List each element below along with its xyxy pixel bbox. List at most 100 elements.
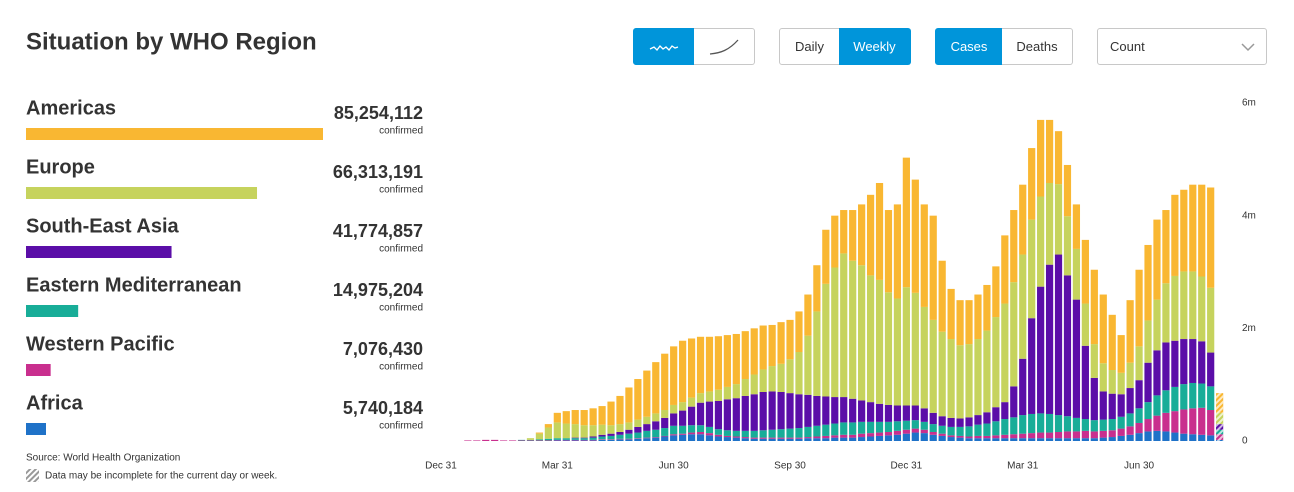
bar-segment <box>679 410 687 426</box>
bar-segment <box>786 437 794 439</box>
bar-segment <box>652 437 660 441</box>
bar-segment <box>1162 390 1170 413</box>
bar-segment <box>687 432 696 435</box>
bar-segment <box>687 434 696 441</box>
bar-segment <box>508 440 517 441</box>
bar-segment <box>1054 431 1063 439</box>
deaths-button[interactable]: Deaths <box>1002 28 1073 65</box>
bar-segment <box>965 344 973 418</box>
bar-segment <box>1063 216 1072 276</box>
bar-segment <box>1189 408 1197 435</box>
bar-segment <box>795 428 803 438</box>
cumulative-toggle[interactable] <box>694 28 755 65</box>
bar-segment <box>625 438 633 440</box>
bar-segment <box>956 437 964 441</box>
bar-segment <box>598 406 606 425</box>
bar-segment <box>526 438 535 440</box>
bar-segment <box>1108 314 1116 371</box>
bar-segment <box>938 260 946 332</box>
bar-segment <box>893 434 902 441</box>
region-caption: confirmed <box>379 303 423 314</box>
bar-segment <box>714 389 723 402</box>
daily-button[interactable]: Daily <box>779 28 840 65</box>
bar-segment <box>1090 344 1098 378</box>
region-total: 66,313,191 <box>333 162 423 182</box>
bar-segment <box>920 408 928 422</box>
bar-segment <box>750 328 758 375</box>
y-tick-label: 6m <box>1242 98 1256 109</box>
bar-segment <box>831 215 839 268</box>
bar-segment <box>679 433 687 435</box>
bar-segment <box>714 401 723 430</box>
bar-segment <box>777 391 785 430</box>
bar-segment <box>983 423 991 436</box>
bar-segment <box>884 421 893 432</box>
bar-segment <box>974 438 982 441</box>
region-bar <box>26 128 323 140</box>
bar-segment <box>544 440 552 441</box>
bar-segment <box>1117 428 1125 436</box>
bar-segment <box>1099 391 1107 420</box>
bar-segment <box>858 421 866 434</box>
bar-segment <box>920 429 928 434</box>
bar-segment <box>571 424 579 438</box>
region-total: 7,076,430 <box>343 339 423 359</box>
bar-segment <box>1171 275 1179 341</box>
weekly-button[interactable]: Weekly <box>839 28 911 65</box>
bar-segment <box>1198 276 1206 342</box>
bar-segment <box>1162 283 1170 343</box>
bar-segment <box>544 438 552 441</box>
bar-segment <box>1153 219 1161 300</box>
region-bar <box>26 246 172 258</box>
bar-segment <box>741 430 749 438</box>
bar-segment <box>535 432 544 434</box>
bar-segment <box>580 440 588 441</box>
region-caption: confirmed <box>379 126 423 137</box>
bar-segment <box>1144 320 1152 363</box>
bar-segment <box>1144 244 1152 321</box>
bar-segment <box>920 433 928 441</box>
bar-segment <box>714 436 723 441</box>
bar-segment <box>705 433 714 436</box>
bar-segment <box>1108 370 1116 394</box>
bar-segment <box>1153 415 1161 431</box>
bar-segment <box>643 438 651 441</box>
region-name: South-East Asia <box>26 215 179 237</box>
bar-segment <box>625 429 633 434</box>
bar-segment <box>1108 430 1116 438</box>
bar-segment <box>705 426 714 434</box>
bar-segment <box>741 331 749 380</box>
cases-button[interactable]: Cases <box>935 28 1003 65</box>
bar-segment <box>580 437 588 439</box>
bar-segment <box>759 391 767 431</box>
bar-chart-toggle[interactable] <box>633 28 695 65</box>
bar-segment <box>1117 372 1125 395</box>
bar-segment <box>1198 383 1206 408</box>
bar-segment <box>1207 352 1215 387</box>
bar-segment <box>1135 433 1143 441</box>
icon <box>649 44 679 51</box>
bar-segment <box>634 438 642 441</box>
bar-segment <box>732 384 740 399</box>
bar-segment <box>929 431 937 435</box>
bar-segment <box>616 439 624 441</box>
bar-segment <box>1010 386 1018 418</box>
bar-segment <box>786 319 794 360</box>
region-name: Europe <box>26 156 95 178</box>
bar-segment <box>1028 438 1036 441</box>
bar-segment <box>1081 303 1089 346</box>
scale-select[interactable]: Count <box>1097 28 1267 65</box>
bar-segment <box>777 438 785 441</box>
bar-segment <box>1001 419 1009 435</box>
bar-segment <box>965 417 973 427</box>
bar-segment <box>750 438 758 441</box>
bar-segment <box>482 439 490 441</box>
bar-segment <box>616 431 624 435</box>
bar-segment <box>571 438 579 440</box>
bar-segment <box>938 331 946 417</box>
bar-segment <box>965 438 973 441</box>
bar-segment <box>562 411 570 424</box>
region-total: 85,254,112 <box>334 103 423 123</box>
bar-segment <box>1171 386 1179 412</box>
